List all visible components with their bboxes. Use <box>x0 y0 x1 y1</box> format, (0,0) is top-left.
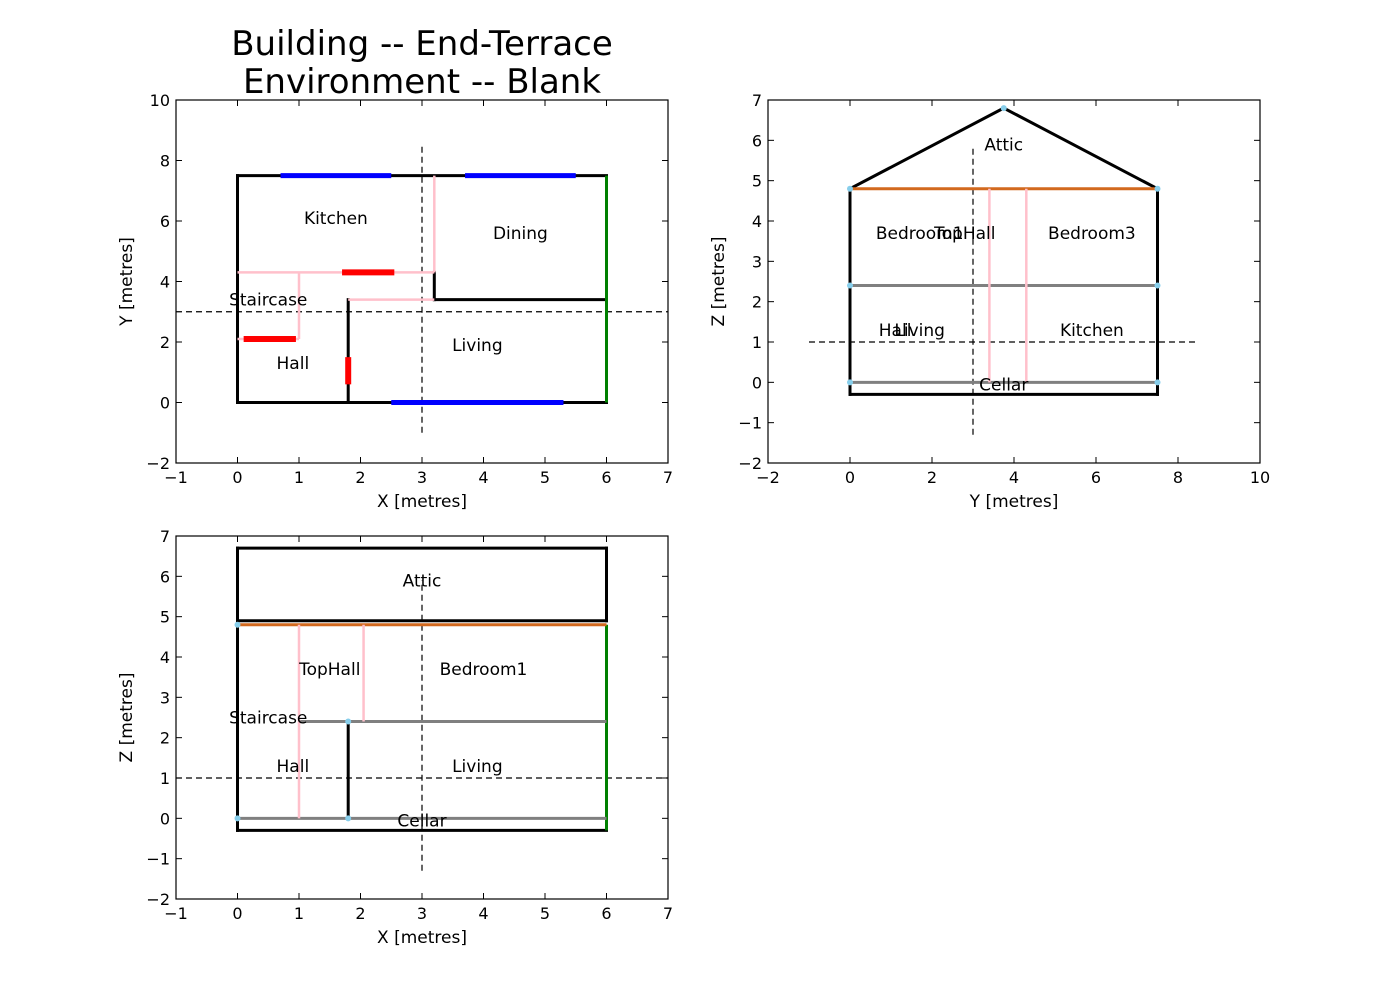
room-label: Staircase <box>229 709 307 729</box>
y-tick-label: 6 <box>160 567 170 586</box>
y-tick-label: 4 <box>752 212 762 231</box>
x-tick-label: 1 <box>294 468 304 487</box>
x-tick-label: 0 <box>845 468 855 487</box>
room-label: Attic <box>984 135 1023 155</box>
y-tick-label: 0 <box>160 809 170 828</box>
junction-node <box>847 379 853 386</box>
y-tick-label: 1 <box>752 333 762 352</box>
y-tick-label: 7 <box>752 91 762 110</box>
x-axis-label: X [metres] <box>377 492 467 512</box>
x-axis-label: X [metres] <box>377 928 467 948</box>
x-tick-label: 1 <box>294 904 304 923</box>
junction-node <box>1154 185 1161 192</box>
y-tick-label: 6 <box>752 131 762 150</box>
x-tick-label: 6 <box>601 904 611 923</box>
room-label: TopHall <box>933 224 995 244</box>
x-tick-label: 4 <box>478 468 488 487</box>
figure-title-line-2: Environment -- Blank <box>243 62 601 102</box>
junction-node <box>345 815 352 822</box>
room-label: Bedroom3 <box>1048 224 1136 244</box>
x-tick-label: 2 <box>355 468 365 487</box>
y-tick-label: 4 <box>160 273 170 292</box>
y-tick-label: 5 <box>752 172 762 191</box>
room-label: Hall <box>277 757 310 777</box>
y-tick-label: −1 <box>738 414 762 433</box>
room-label: Kitchen <box>1060 321 1124 341</box>
y-tick-label: 2 <box>752 293 762 312</box>
y-tick-label: 1 <box>160 769 170 788</box>
x-tick-label: 5 <box>540 904 550 923</box>
y-axis-label: Z [metres] <box>709 237 729 327</box>
room-label: Cellar <box>397 811 446 831</box>
y-tick-label: 5 <box>160 608 170 627</box>
y-tick-label: 10 <box>150 91 170 110</box>
front-section-panel: Attic TopHall Bedroom1 Staircase Hall Living C… <box>117 527 673 948</box>
plan-view-panel: Kitchen Dining Staircase Hall Living −1 0 1 2 3 4 5… <box>117 91 673 512</box>
x-tick-label: −1 <box>164 904 188 923</box>
room-label: Kitchen <box>304 209 368 229</box>
y-tick-label: 7 <box>160 527 170 546</box>
junction-node <box>1154 379 1161 386</box>
x-tick-label: 5 <box>540 468 550 487</box>
junction-node <box>847 282 853 289</box>
x-tick-label: 6 <box>601 468 611 487</box>
room-label: Living <box>452 336 503 356</box>
y-tick-label: −2 <box>146 454 170 473</box>
room-label: Bedroom1 <box>876 224 964 244</box>
y-tick-label: −1 <box>146 850 170 869</box>
junction-node <box>1000 105 1007 112</box>
wall-segment <box>1001 106 1160 191</box>
room-label: Hall <box>879 321 912 341</box>
y-tick-label: −2 <box>738 454 762 473</box>
room-label: Staircase <box>229 291 307 311</box>
x-tick-label: 0 <box>232 468 242 487</box>
y-tick-label: 4 <box>160 648 170 667</box>
junction-node <box>234 621 241 628</box>
x-tick-label: 8 <box>1173 468 1183 487</box>
y-tick-label: 2 <box>160 729 170 748</box>
y-axis-label: Z [metres] <box>117 673 137 763</box>
x-tick-label: 2 <box>355 904 365 923</box>
x-tick-label: 3 <box>417 468 427 487</box>
y-axis-label: Y [metres] <box>117 237 137 327</box>
junction-node <box>234 815 241 822</box>
room-label: Bedroom1 <box>440 660 528 680</box>
x-tick-label: 6 <box>1091 468 1101 487</box>
x-tick-label: 4 <box>478 904 488 923</box>
y-tick-label: −2 <box>146 890 170 909</box>
room-label: Attic <box>403 571 442 591</box>
x-tick-label: 2 <box>927 468 937 487</box>
y-tick-label: 3 <box>160 688 170 707</box>
room-label: Living <box>894 321 945 341</box>
room-label: Living <box>452 757 503 777</box>
x-axis-label: Y [metres] <box>969 492 1059 512</box>
x-tick-label: 4 <box>1009 468 1019 487</box>
y-tick-label: 2 <box>160 333 170 352</box>
y-tick-label: 0 <box>752 373 762 392</box>
y-tick-label: 6 <box>160 212 170 231</box>
junction-node <box>1154 282 1161 289</box>
room-label: TopHall <box>298 660 360 680</box>
x-tick-label: 7 <box>663 904 673 923</box>
room-label: Cellar <box>979 375 1028 395</box>
wall-segment <box>847 106 1006 191</box>
room-label: Hall <box>277 354 310 374</box>
junction-node <box>847 185 853 192</box>
x-tick-label: 7 <box>663 468 673 487</box>
y-tick-label: 3 <box>752 252 762 271</box>
x-tick-label: −2 <box>756 468 780 487</box>
y-tick-label: 0 <box>160 394 170 413</box>
x-tick-label: −1 <box>164 468 188 487</box>
x-tick-label: 0 <box>232 904 242 923</box>
y-tick-label: 8 <box>160 152 170 171</box>
room-label: Dining <box>493 224 548 244</box>
x-tick-label: 3 <box>417 904 427 923</box>
x-tick-label: 10 <box>1250 468 1270 487</box>
figure-title-line-1: Building -- End-Terrace <box>231 24 613 64</box>
junction-node <box>345 718 352 725</box>
